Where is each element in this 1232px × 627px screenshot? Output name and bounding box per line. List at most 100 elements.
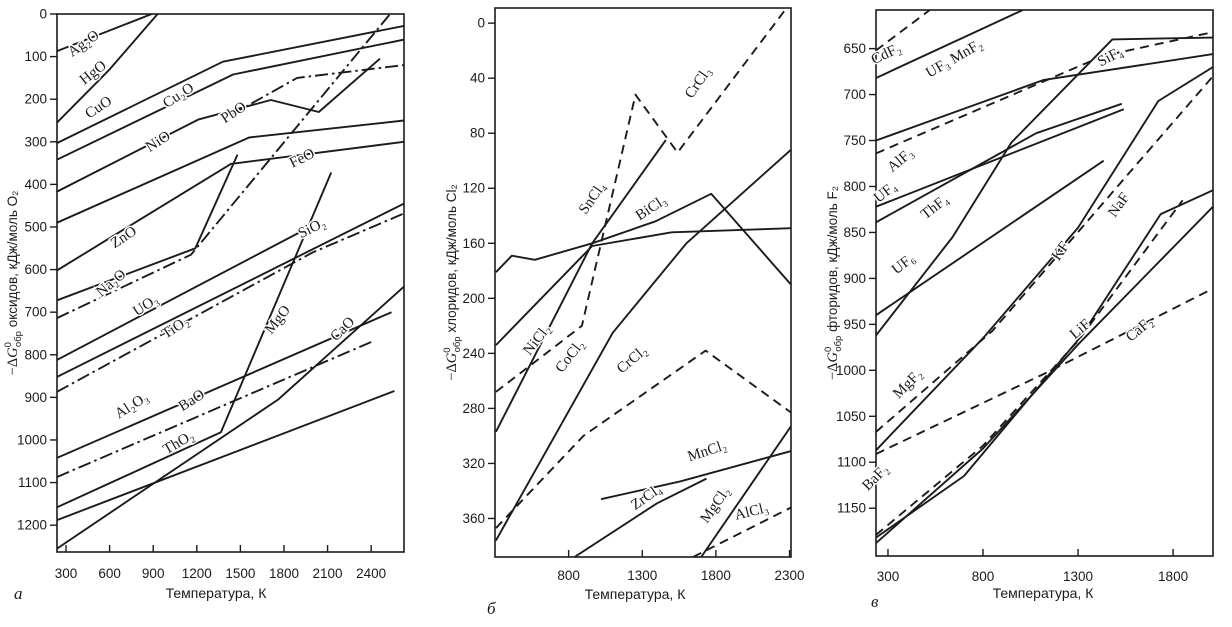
x-axis-title: Температура, К — [993, 585, 1095, 601]
y-tick-label: 700 — [24, 305, 47, 320]
curve-label-SnCl4: SnCl₄ — [576, 179, 609, 217]
curve-NiCl2 — [495, 227, 791, 346]
curve-ZrCl4 — [573, 477, 707, 557]
curve-NiO — [57, 119, 404, 224]
curve-CrCl2 — [495, 349, 791, 529]
curve-CuO — [57, 24, 404, 144]
curve-label-ZnO: ZnO — [108, 223, 140, 251]
series-group — [495, 8, 791, 557]
curve-label-MgCl2: MgCl₂ — [697, 484, 733, 526]
curve-UF6 — [876, 159, 1105, 316]
chart-b: 0 40 80 120 160 200 240 280 320 360 800 1300 1800 230… — [442, 7, 805, 618]
y-tick-label: 1000 — [17, 432, 47, 447]
curve-MgF2 — [876, 66, 1213, 451]
curve-label-Al2O3: Al₂O₃ — [112, 390, 151, 423]
x-axis-title: Температура, К — [166, 585, 268, 601]
curve-CrCl3 — [495, 8, 788, 393]
y-tick-label: 280 — [462, 401, 485, 416]
x-tick-label: 1200 — [182, 566, 212, 581]
y-tick-label: 80 — [470, 126, 485, 141]
y-tick-label: 800 — [24, 347, 47, 362]
chart-v: 650 700 750 800 850 900 950 1000 1050 1100 1150 300… — [823, 9, 1214, 611]
y-tick-label: 0 — [39, 7, 47, 22]
y-tick-label: 850 — [843, 225, 866, 240]
y-tick-label: 1200 — [17, 518, 47, 533]
curve-TiO2 — [57, 202, 404, 378]
x-tick-label: 2300 — [775, 568, 805, 583]
y-tick-label: 650 — [843, 41, 866, 56]
y-tick-label: 1100 — [18, 475, 47, 490]
y-tick-label: 40 — [470, 71, 485, 86]
x-tick-label: 2100 — [313, 566, 343, 581]
curve-label-UF6: UF₆ — [889, 250, 918, 278]
curve-label-Na2O: Na₂O — [93, 267, 129, 301]
x-axis-title: Температура, К — [585, 586, 687, 602]
curve-LiF — [876, 189, 1213, 539]
curve-CaF2 — [876, 287, 1213, 455]
curve-label-CoCl2: CoCl₂ — [552, 337, 587, 376]
curve-BaO — [57, 341, 372, 478]
curve-label-CaF2: CaF₂ — [1123, 314, 1156, 346]
y-tick-label: 600 — [24, 262, 47, 277]
curve-label-BaO: BaO — [176, 387, 208, 415]
y-tick-label: 900 — [843, 271, 866, 286]
panel-letter: в — [871, 592, 879, 611]
curve-label-SiF4: SiF₄ — [1095, 44, 1126, 70]
curve-MnCl2 — [600, 450, 791, 501]
y-tick-label: 120 — [462, 181, 485, 196]
curve-label-CrCl3: CrCl₃ — [682, 64, 715, 101]
curve-label-BiCl3: BiCl₃ — [633, 192, 670, 224]
curve-FeO — [57, 140, 404, 272]
curve-BaF2 — [876, 206, 1213, 544]
curve-label-TiO2: TiO₂ — [159, 313, 192, 342]
curve-SiF4 — [876, 31, 1213, 155]
curve-MgO — [57, 172, 333, 509]
x-tick-label: 300 — [55, 566, 78, 581]
y-tick-label: 0 — [477, 16, 485, 31]
panel-letter: а — [14, 584, 23, 603]
curve-label-ThO2: ThO₂ — [161, 428, 197, 458]
curve-aux-dashed — [876, 199, 1184, 536]
y-tick-label: 400 — [24, 177, 47, 192]
curve-AlCl3 — [692, 506, 791, 557]
curve-label-MgF2: MgF₂ — [890, 366, 926, 402]
curve-SiO2 — [57, 212, 404, 393]
x-tick-label: 1800 — [1158, 569, 1188, 584]
x-tick-label: 1800 — [269, 566, 299, 581]
curve-label-CdF2: CdF₂ — [869, 40, 904, 68]
curve-label-MnCl2: MnCl₂ — [686, 438, 729, 466]
curve-CoCl2 — [495, 148, 791, 541]
y-tick-label: 950 — [843, 317, 866, 332]
curve-label-UF3-MnF2: UF₃ MnF₂ — [923, 36, 985, 81]
y-axis-title: −ΔG0обр хлоридов, кДж/моль Cl₂ — [442, 184, 463, 380]
y-tick-label: 700 — [843, 87, 866, 102]
x-tick-label: 1300 — [627, 568, 657, 583]
x-tick-label: 300 — [877, 569, 900, 584]
plot-frame — [875, 9, 1214, 557]
curve-MgCl2 — [700, 425, 791, 557]
x-tick-label: 1800 — [701, 568, 731, 583]
y-tick-label: 1100 — [837, 455, 866, 470]
curve-UF3-MnF2 — [876, 10, 1024, 79]
curve-CaO — [57, 285, 404, 550]
curve-ZnO — [57, 154, 239, 302]
plot-frame — [56, 13, 405, 553]
x-tick-label: 1300 — [1063, 569, 1093, 584]
curve-label-NiO: NiO — [143, 128, 174, 156]
y-tick-label: 750 — [843, 133, 866, 148]
curve-KF — [876, 36, 1213, 336]
curve-PbO — [57, 57, 381, 193]
panel-letter: б — [487, 599, 496, 618]
curve-label-CrCl2: CrCl₂ — [614, 343, 651, 377]
curve-CdF2 — [876, 10, 931, 52]
y-tick-label: 240 — [462, 346, 485, 361]
series-group — [876, 10, 1213, 544]
x-tick-label: 800 — [557, 568, 580, 583]
y-axis-title: −ΔG0обр фторидов, кДж/моль F₂ — [823, 186, 844, 380]
curve-label-HgO: HgO — [77, 58, 110, 89]
curve-label-CaO: CaO — [327, 314, 358, 345]
curve-AlF3 — [876, 53, 1213, 142]
curve-label-Ag2O: Ag₂O — [65, 27, 102, 60]
